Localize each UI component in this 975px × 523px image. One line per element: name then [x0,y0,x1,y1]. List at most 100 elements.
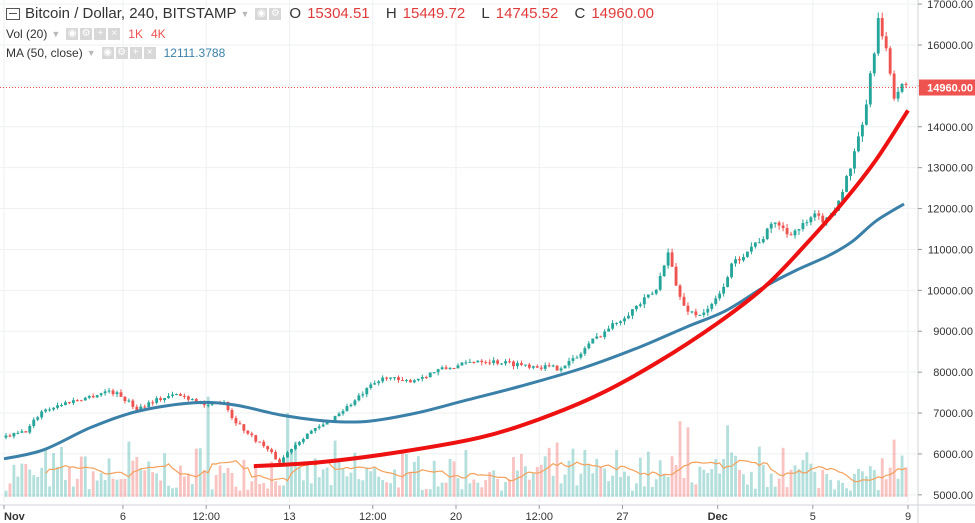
volume-bar [761,464,765,497]
candle [876,12,880,56]
candle-body [293,444,297,450]
volume-bar [436,486,440,497]
candle-body [611,323,615,329]
candle [864,99,868,126]
volume-label[interactable]: Vol (20) [6,27,48,41]
candle [91,393,95,399]
price-tick-label: 7000.00 [933,408,973,420]
eye-icon[interactable]: ◉ [66,28,79,40]
ma-label[interactable]: MA (50, close) [6,46,83,60]
symbol-title[interactable]: Bitcoin / Dollar, 240, BITSTAMP [25,5,237,22]
candle [658,272,662,292]
candle-body [440,367,444,370]
candle-body [650,293,654,295]
volume-bar [163,453,167,497]
add-icon[interactable]: + [94,28,107,40]
volume-bar [369,471,373,497]
volume-legend-row[interactable]: Vol (20) ▼ ◉ ⚙ + × 1K 4K [6,27,174,41]
candle-body [44,409,48,412]
volume-bar [40,467,44,497]
volume-bar [190,484,194,497]
volume-bar [143,470,147,497]
candle [801,219,805,232]
candle-body [547,365,551,367]
eye-icon[interactable]: ◉ [101,47,114,59]
volume-bar [650,486,654,497]
candle-body [456,365,460,369]
volume-bar [135,457,139,497]
ma-value: 12111.3788 [163,46,226,60]
gear-icon[interactable]: ⚙ [80,28,93,40]
candle-body [424,377,428,379]
volume-bar [460,489,464,497]
volume-bar [206,396,210,497]
chevron-down-icon[interactable]: ▼ [51,29,61,39]
volume-bar [738,469,741,497]
candle-body [333,416,337,421]
candle [385,376,389,382]
volume-bar [583,450,587,497]
volume-bar [753,488,757,497]
volume-bar [48,486,52,497]
candle-body [286,452,289,458]
candle [56,402,59,410]
time-axis[interactable]: Nov 6 12:00 13 12:00 20 12:00 27 Dec 5 9 [0,504,975,523]
candle-body [900,83,904,92]
candle-body [206,404,210,406]
candle-body [103,391,107,394]
volume-bar [182,476,186,497]
candle-body [16,432,20,434]
volume-bar [745,484,749,497]
volume-bar [860,471,864,497]
candle-body [603,331,607,338]
chevron-down-icon[interactable]: ▼ [86,48,96,58]
candle-body [749,246,753,252]
time-tick-label: 12:00 [192,511,220,523]
candle [623,316,626,325]
candle-body [690,311,694,313]
candle-body [734,259,737,264]
candle-body [452,367,456,369]
candle [769,221,773,234]
candle [765,227,769,241]
candle-body [290,449,293,453]
candle [238,420,242,425]
price-tick-label: 8000.00 [933,367,973,379]
candle [52,407,55,412]
candle [254,434,258,444]
volume-bar [175,487,178,497]
candle-body [817,213,821,216]
price-axis[interactable]: 5000.00 6000.00 7000.00 8000.00 9000.00 10000… [917,0,975,523]
candle [627,312,630,320]
volume-bar [734,455,737,497]
gear-icon[interactable]: ⚙ [269,7,282,20]
volume-bar [484,479,488,497]
candle-body [36,417,40,420]
candle [175,393,178,396]
candle [107,387,111,394]
candle [4,432,8,440]
close-icon[interactable]: × [108,28,121,40]
volume-bar [329,485,333,497]
volume-bar [99,472,103,497]
candle [16,430,20,435]
volume-bar [266,488,270,497]
volume-bar [682,478,686,497]
price-tick-label: 13000.00 [927,163,973,175]
volume-bar [83,456,87,497]
volume-bar [527,479,531,497]
gear-icon[interactable]: ⚙ [115,47,128,59]
candle [40,409,44,420]
eye-icon[interactable]: ◉ [255,7,268,20]
candle [710,302,714,312]
volume-bar [666,476,670,497]
ma-legend-row[interactable]: MA (50, close) ▼ ◉ ⚙ + × 12111.3788 [6,46,225,60]
add-icon[interactable]: + [129,47,142,59]
volume-bar [801,460,805,497]
close-icon[interactable]: × [143,47,156,59]
candle-body [476,360,480,363]
candle [888,46,892,76]
chevron-down-icon[interactable]: ▼ [240,8,250,19]
